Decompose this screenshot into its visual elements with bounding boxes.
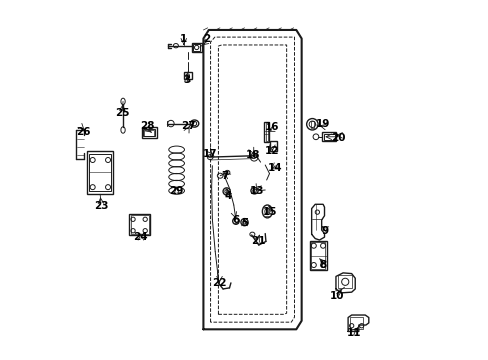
Bar [191, 43, 201, 52]
Bar [183, 72, 191, 79]
Text: 25: 25 [115, 108, 129, 118]
Bar [87, 152, 113, 194]
Bar [322, 132, 335, 141]
Bar [143, 129, 155, 136]
Text: 11: 11 [346, 328, 361, 338]
Text: 26: 26 [76, 127, 91, 137]
Text: 12: 12 [264, 147, 279, 157]
Bar [323, 134, 334, 140]
Text: 19: 19 [315, 118, 329, 129]
Text: 8: 8 [319, 260, 326, 270]
Bar [349, 317, 363, 329]
Text: 27: 27 [181, 121, 195, 131]
Text: 14: 14 [267, 163, 282, 173]
Bar [131, 215, 148, 234]
Text: 29: 29 [169, 186, 183, 197]
Text: 2: 2 [203, 34, 210, 44]
Text: 7: 7 [221, 171, 228, 181]
Bar [129, 213, 150, 235]
Text: 13: 13 [249, 186, 264, 197]
Text: 15: 15 [263, 207, 277, 217]
Text: 1: 1 [180, 34, 187, 44]
Text: 6: 6 [231, 215, 239, 225]
Text: 10: 10 [329, 291, 343, 301]
Text: 16: 16 [264, 122, 278, 132]
Text: 21: 21 [250, 236, 265, 246]
Bar [264, 122, 268, 142]
Bar [193, 44, 200, 51]
Text: 24: 24 [133, 232, 148, 242]
Bar [310, 121, 313, 128]
Text: 28: 28 [140, 121, 154, 131]
Text: 4: 4 [224, 191, 232, 201]
Text: 3: 3 [183, 75, 191, 85]
Bar [309, 241, 326, 270]
Bar [265, 124, 267, 141]
Bar [337, 275, 352, 288]
Text: 22: 22 [212, 278, 226, 288]
Text: 5: 5 [241, 218, 247, 228]
Bar [310, 242, 325, 269]
Text: 9: 9 [321, 226, 328, 236]
Text: 20: 20 [330, 133, 345, 143]
Text: 17: 17 [203, 149, 218, 159]
Text: 23: 23 [94, 201, 108, 211]
Bar [269, 141, 277, 152]
Bar [142, 127, 156, 138]
Bar [144, 130, 153, 136]
Bar [89, 154, 111, 192]
Text: 18: 18 [245, 150, 260, 160]
